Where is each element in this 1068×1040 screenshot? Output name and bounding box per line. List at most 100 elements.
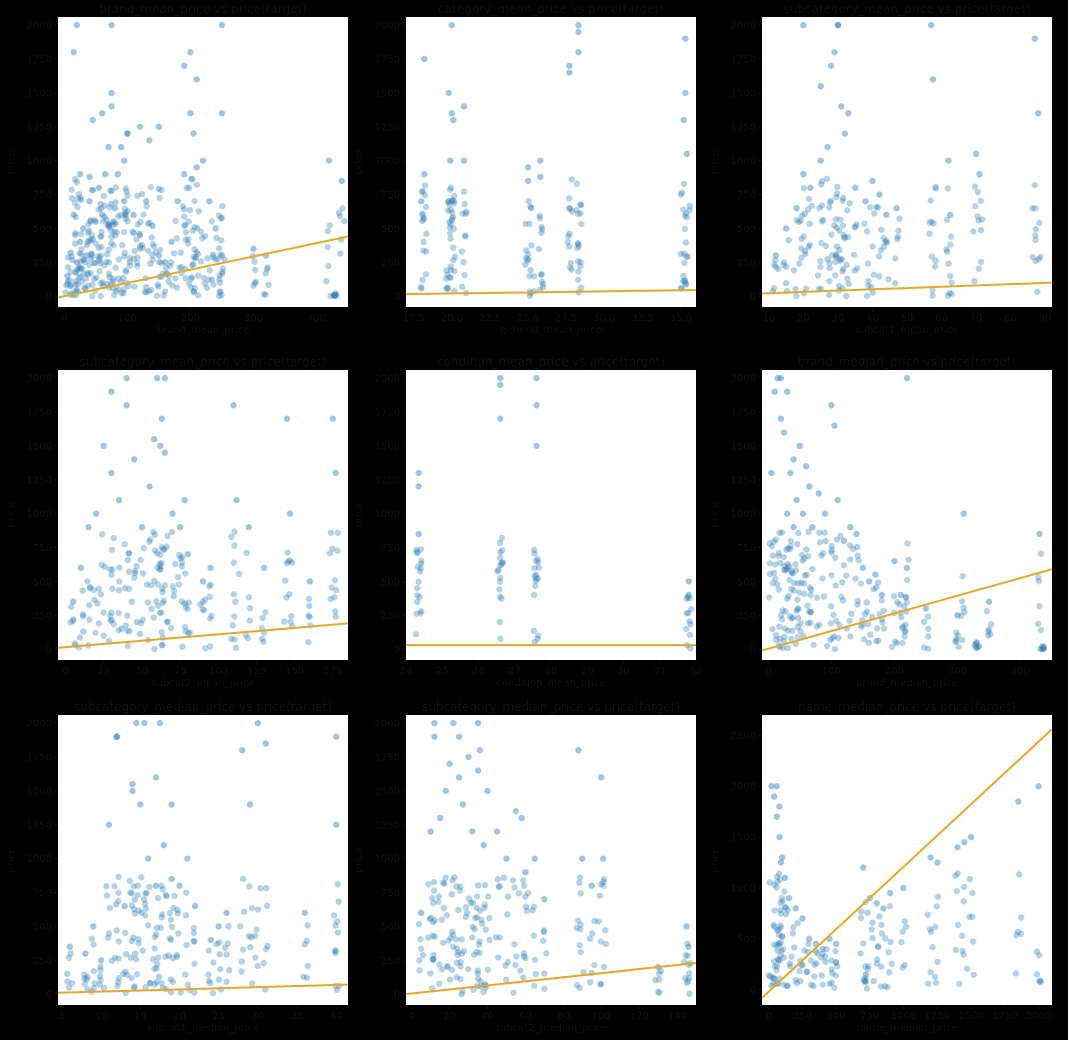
point-mark [166,909,174,917]
point-mark [790,923,797,931]
fit-line [762,281,1052,295]
point-mark [602,940,609,948]
point-mark [810,982,817,990]
point-mark [246,883,253,890]
point-mark [103,258,110,266]
point-mark [161,374,169,382]
point-mark [148,286,155,294]
point-mark [828,966,835,973]
point-mark [209,251,217,258]
point-mark [214,255,221,263]
point-mark [797,627,804,635]
point-mark [454,948,462,956]
point-mark [579,855,586,862]
point-mark [137,218,144,226]
point-mark [106,904,114,912]
point-mark [575,276,582,284]
point-mark [803,546,810,553]
point-mark [677,191,685,198]
point-mark [89,116,96,124]
point-mark [160,292,167,299]
point-mark [778,932,786,940]
point-mark [820,593,828,600]
point-mark [122,622,129,629]
point-mark [858,908,865,915]
point-mark [971,277,978,285]
point-mark [497,415,504,422]
point-mark [895,227,902,234]
point-mark [875,253,883,260]
point-mark [125,549,133,557]
point-mark [953,629,960,636]
point-mark [894,599,901,606]
point-mark [832,554,839,561]
point-mark [459,988,466,995]
point-mark [798,579,805,586]
plot-area [406,715,696,1005]
point-mark [496,882,503,890]
point-mark [88,250,95,257]
point-mark [183,941,190,949]
point-mark [972,643,979,651]
point-mark [115,256,123,263]
y-tick-label: 1250 [27,820,52,831]
point-mark [682,280,689,287]
point-mark [474,975,482,983]
point-mark [826,204,833,211]
point-mark [427,828,434,835]
y-tick-label: 1250 [375,122,400,133]
x-tick-label: 25 [212,1011,225,1022]
point-mark [124,556,131,564]
y-tick-label: 0 [394,645,400,656]
point-mark [538,229,545,236]
point-mark [328,584,335,591]
point-mark [828,549,835,556]
x-tick-label: 75 [174,666,187,677]
point-mark [110,291,118,299]
point-mark [789,929,797,937]
point-mark [819,950,826,958]
point-mark [1015,871,1023,878]
point-mark [957,612,965,620]
point-mark [860,636,868,643]
point-mark [193,164,200,171]
point-mark [960,883,968,891]
point-mark [531,550,538,557]
point-mark [262,740,269,747]
point-mark [821,953,829,960]
point-mark [929,287,936,294]
point-mark [154,374,161,382]
point-mark [77,196,85,204]
point-mark [153,965,160,972]
point-mark [329,545,336,552]
point-mark [189,261,196,269]
point-mark [905,556,912,563]
point-mark [794,605,802,612]
point-mark [963,965,971,972]
point-mark [837,532,844,540]
point-mark [141,719,148,727]
point-mark [498,559,505,566]
point-mark [833,194,840,201]
point-mark [863,608,871,615]
point-mark [568,266,575,273]
point-mark [109,585,116,592]
point-mark [284,558,292,565]
point-mark [111,954,119,961]
point-mark [769,625,776,633]
point-mark [860,940,867,947]
point-mark [497,374,504,382]
x-axis-label: brand_mean_price [157,325,250,336]
point-mark [683,923,690,930]
point-mark [149,256,156,263]
point-mark [782,608,789,615]
point-mark [522,954,529,962]
point-mark [124,130,131,137]
point-mark [208,612,215,619]
point-mark [539,284,547,291]
point-mark [70,49,77,56]
point-mark [206,593,213,600]
point-mark [87,218,94,225]
point-mark [877,983,885,990]
point-mark [880,243,887,251]
